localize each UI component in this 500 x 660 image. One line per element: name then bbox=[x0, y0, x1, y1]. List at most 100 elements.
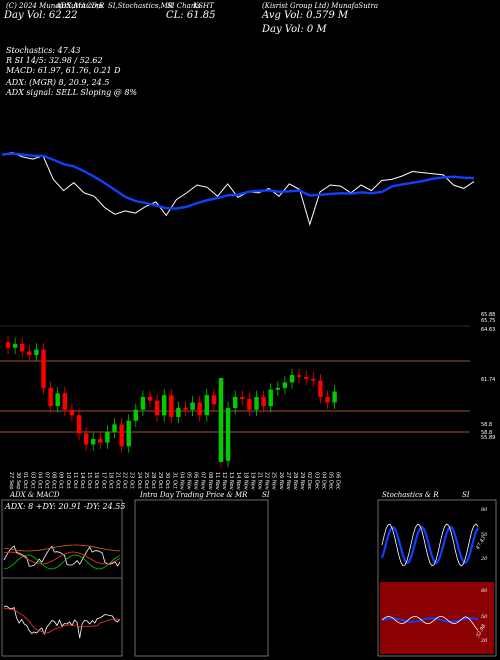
candle-body bbox=[282, 382, 288, 388]
date-axis-label: 10 Oct bbox=[65, 472, 71, 489]
date-axis-label: 27 Sep bbox=[8, 472, 14, 489]
stoch-k-line bbox=[381, 523, 479, 567]
date-axis-label: 05 Dec bbox=[328, 472, 334, 490]
date-axis-label: 04 Oct bbox=[36, 472, 42, 489]
candle-body bbox=[190, 402, 195, 410]
candle-body bbox=[154, 400, 160, 416]
candle-body bbox=[197, 402, 202, 416]
date-axis-label: 07 Nov bbox=[200, 472, 206, 490]
candle-body bbox=[325, 397, 330, 403]
candle-body bbox=[289, 375, 295, 383]
candle-body bbox=[62, 393, 67, 410]
date-axis-label: 30 Sep bbox=[15, 472, 21, 489]
copyright-text: (C) 2024 MunafaSutra.com bbox=[6, 2, 103, 10]
date-axis-label: 11 Oct bbox=[72, 472, 78, 489]
adx-series-line bbox=[3, 544, 121, 552]
candle-body bbox=[133, 409, 138, 421]
moving-average-line bbox=[1, 152, 475, 210]
price-axis-label: 58.8 bbox=[481, 430, 492, 436]
stoch-axis-50: 50 bbox=[481, 532, 488, 538]
candle-body bbox=[41, 349, 46, 388]
rsi-axis-20: 20 bbox=[481, 638, 488, 644]
date-axis-label: 07 Oct bbox=[44, 472, 50, 489]
price-axis-label: 65.88 bbox=[481, 312, 495, 318]
date-axis-label: 03 Oct bbox=[29, 472, 35, 489]
macd-readout: MACD: 61.97, 61.76, 0.21 D bbox=[6, 66, 121, 75]
candle-body bbox=[247, 398, 252, 410]
date-axis-label: 18 Oct bbox=[107, 472, 113, 489]
adx-values: ADX: 8 +DY: 20.91 -DY: 24.55 bbox=[5, 502, 126, 511]
price-axis-label: 64.63 bbox=[481, 327, 495, 333]
candle-body bbox=[34, 349, 39, 356]
candle-body bbox=[261, 397, 266, 407]
macd-series-line bbox=[3, 605, 121, 639]
rsi-axis-50: 50 bbox=[481, 614, 488, 620]
date-axis-label: 21 Nov bbox=[257, 472, 263, 490]
candle-body bbox=[12, 344, 18, 348]
candle-body bbox=[211, 395, 217, 405]
candle-body bbox=[225, 407, 231, 461]
candle-body bbox=[204, 395, 209, 416]
rsi-line bbox=[381, 615, 479, 631]
candle-body bbox=[5, 342, 11, 348]
date-axis-label: 06 Dec bbox=[335, 472, 341, 490]
adx-macd-title: ADX & MACD bbox=[10, 491, 60, 499]
stoch-d-line bbox=[380, 525, 479, 565]
price-axis-label: 55.89 bbox=[481, 435, 495, 441]
candle-body bbox=[20, 344, 25, 352]
candle-body bbox=[112, 424, 117, 432]
candle-body bbox=[254, 397, 259, 410]
date-axis-label: 23 Oct bbox=[129, 472, 135, 489]
candle-body bbox=[55, 393, 60, 407]
date-axis-label: 04 Nov bbox=[178, 472, 184, 490]
day-volume: Day Vol: 0 M bbox=[262, 24, 327, 35]
date-axis-label: 11 Nov bbox=[214, 472, 220, 490]
header-indicators-1: ADX,MACD,R bbox=[56, 2, 105, 10]
candle-body bbox=[140, 397, 146, 410]
candle-body bbox=[48, 387, 53, 407]
date-axis-label: 09 Oct bbox=[58, 472, 64, 489]
stoch-axis-80: 80 bbox=[481, 507, 488, 513]
date-axis-label: 18 Nov bbox=[242, 472, 248, 490]
date-axis-label: 22 Oct bbox=[122, 472, 128, 489]
candle-body bbox=[105, 431, 110, 443]
date-axis-label: 25 Nov bbox=[271, 472, 277, 490]
rsi-readout: R SI 14/5: 32.98 / 52.62 bbox=[6, 56, 103, 65]
date-axis-label: 25 Oct bbox=[143, 472, 149, 489]
candle-body bbox=[268, 389, 273, 407]
candle-body bbox=[147, 397, 153, 401]
stoch-rsi-title-suffix: SI bbox=[462, 491, 470, 499]
candle-body bbox=[240, 397, 245, 399]
stochastics-readout: Stochastics: 47.43 bbox=[6, 46, 81, 55]
adx-readout: ADX: (MGR) 8, 20.9, 24.5 bbox=[6, 78, 110, 87]
header-symbol: KSHT bbox=[193, 2, 214, 10]
candle-body bbox=[126, 420, 131, 447]
adx-series-line bbox=[3, 545, 121, 567]
date-axis-label: 26 Nov bbox=[278, 472, 284, 490]
price-axis-label: 61.74 bbox=[481, 377, 495, 383]
candle-body bbox=[119, 424, 124, 447]
date-axis-label: 16 Oct bbox=[93, 472, 99, 489]
date-axis-label: 05 Nov bbox=[186, 472, 192, 490]
candle-body bbox=[332, 391, 337, 403]
candle-body bbox=[169, 395, 174, 418]
macd-series-line bbox=[3, 608, 121, 634]
date-axis-label: 03 Dec bbox=[313, 472, 319, 490]
date-axis-label: 27 Nov bbox=[285, 472, 291, 490]
date-axis-label: 31 Oct bbox=[171, 472, 177, 489]
candle-body bbox=[27, 351, 32, 356]
rsi-avg-line bbox=[381, 617, 479, 623]
date-axis-label: 28 Nov bbox=[292, 472, 298, 490]
candle-body bbox=[91, 438, 96, 445]
candle-body bbox=[275, 387, 280, 390]
date-axis-label: 19 Nov bbox=[249, 472, 255, 490]
date-axis-label: 08 Nov bbox=[207, 472, 213, 490]
date-axis-label: 08 Oct bbox=[51, 472, 57, 489]
intraday-title: Intra Day Trading Price & MR bbox=[140, 491, 248, 499]
date-axis-label: 28 Oct bbox=[150, 472, 156, 489]
day-label: Day Vol: 62.22 bbox=[4, 10, 78, 21]
candlestick-panel bbox=[0, 325, 470, 468]
candle-body bbox=[183, 407, 188, 410]
